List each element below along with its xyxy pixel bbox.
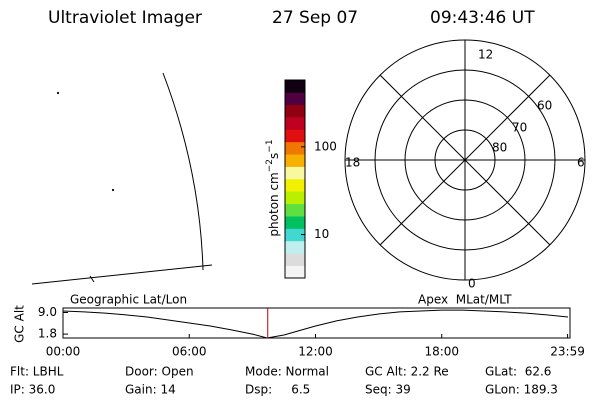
mlt-label: 18: [345, 156, 360, 170]
latitude-line: [31, 264, 213, 285]
title: Ultraviolet Imager: [48, 8, 202, 28]
color-swatch: [285, 80, 305, 93]
color-swatch: [285, 179, 305, 192]
mlt-label: 0: [468, 277, 476, 291]
color-swatch: [285, 216, 305, 229]
color-swatch: [285, 191, 305, 205]
info-table: Flt: LBHL Door: Open Mode: Normal GC Alt: 2…: [10, 365, 558, 397]
info-field: Door: Open: [125, 365, 194, 379]
mlt-label: 12: [478, 48, 493, 62]
colorbar: 10 100: [284, 79, 337, 279]
colorbar-tick-label: 100: [314, 139, 337, 153]
tick: [89, 275, 95, 283]
info-field: Mode: Normal: [245, 365, 329, 379]
y-tick-label: 9.0: [38, 305, 57, 319]
color-swatch: [285, 228, 305, 242]
dot: [56, 91, 60, 95]
x-tick-label: 12:00: [298, 345, 333, 359]
lat-label: 60: [537, 99, 552, 113]
panel-label: Apex MLat/MLT: [418, 293, 512, 307]
x-tick-label: 00:00: [46, 345, 81, 359]
plot-frame: [62, 307, 571, 339]
info-field: GLat: 62.6: [485, 365, 551, 379]
time: 09:43:46 UT: [430, 8, 535, 28]
x-tick-label: 18:00: [424, 345, 459, 359]
info-field: GC Alt: 2.2 Re: [365, 365, 449, 379]
colorbar-label: photon cm−2s−1: [265, 139, 281, 236]
info-field: Dsp: 6.5: [245, 383, 310, 397]
color-swatch: [285, 141, 305, 155]
color-swatch: [285, 166, 305, 180]
info-field: GLon: 189.3: [485, 383, 558, 397]
colorbar-frame: [284, 79, 306, 279]
color-swatch: [285, 253, 305, 266]
color-swatch: [285, 92, 305, 106]
color-swatch: [285, 104, 305, 118]
color-swatch: [285, 265, 305, 279]
date: 27 Sep 07: [272, 8, 358, 28]
panel-label: Geographic Lat/Lon: [70, 293, 187, 307]
spoke: [379, 74, 551, 246]
colorbar-tick-label: 10: [314, 227, 329, 241]
y-tick-label: 1.8: [38, 327, 57, 341]
color-swatch: [285, 203, 305, 217]
color-swatch: [285, 154, 305, 167]
lat-label: 70: [512, 121, 527, 135]
color-swatch: [285, 117, 305, 130]
x-tick-label: 23:59: [550, 345, 585, 359]
info-field: IP: 36.0: [10, 383, 55, 397]
color-swatch: [285, 240, 305, 254]
info-field: Flt: LBHL: [10, 365, 64, 379]
info-field: Seq: 39: [365, 383, 411, 397]
altitude-line: [62, 309, 569, 339]
dot: [111, 188, 115, 192]
geographic-grid: [31, 72, 213, 285]
altitude-plot: 9.0 1.8 00:00 06:00 12:00 18:00 23:59: [38, 305, 585, 359]
color-swatch: [285, 129, 305, 143]
x-tick-label: 06:00: [172, 345, 207, 359]
polar-grid: [344, 39, 586, 281]
lat-label: 80: [492, 141, 507, 155]
longitude-line: [162, 72, 204, 271]
mlt-label: 6: [577, 156, 585, 170]
y-axis-label: GC Alt: [13, 305, 27, 343]
info-field: Gain: 14: [125, 383, 176, 397]
